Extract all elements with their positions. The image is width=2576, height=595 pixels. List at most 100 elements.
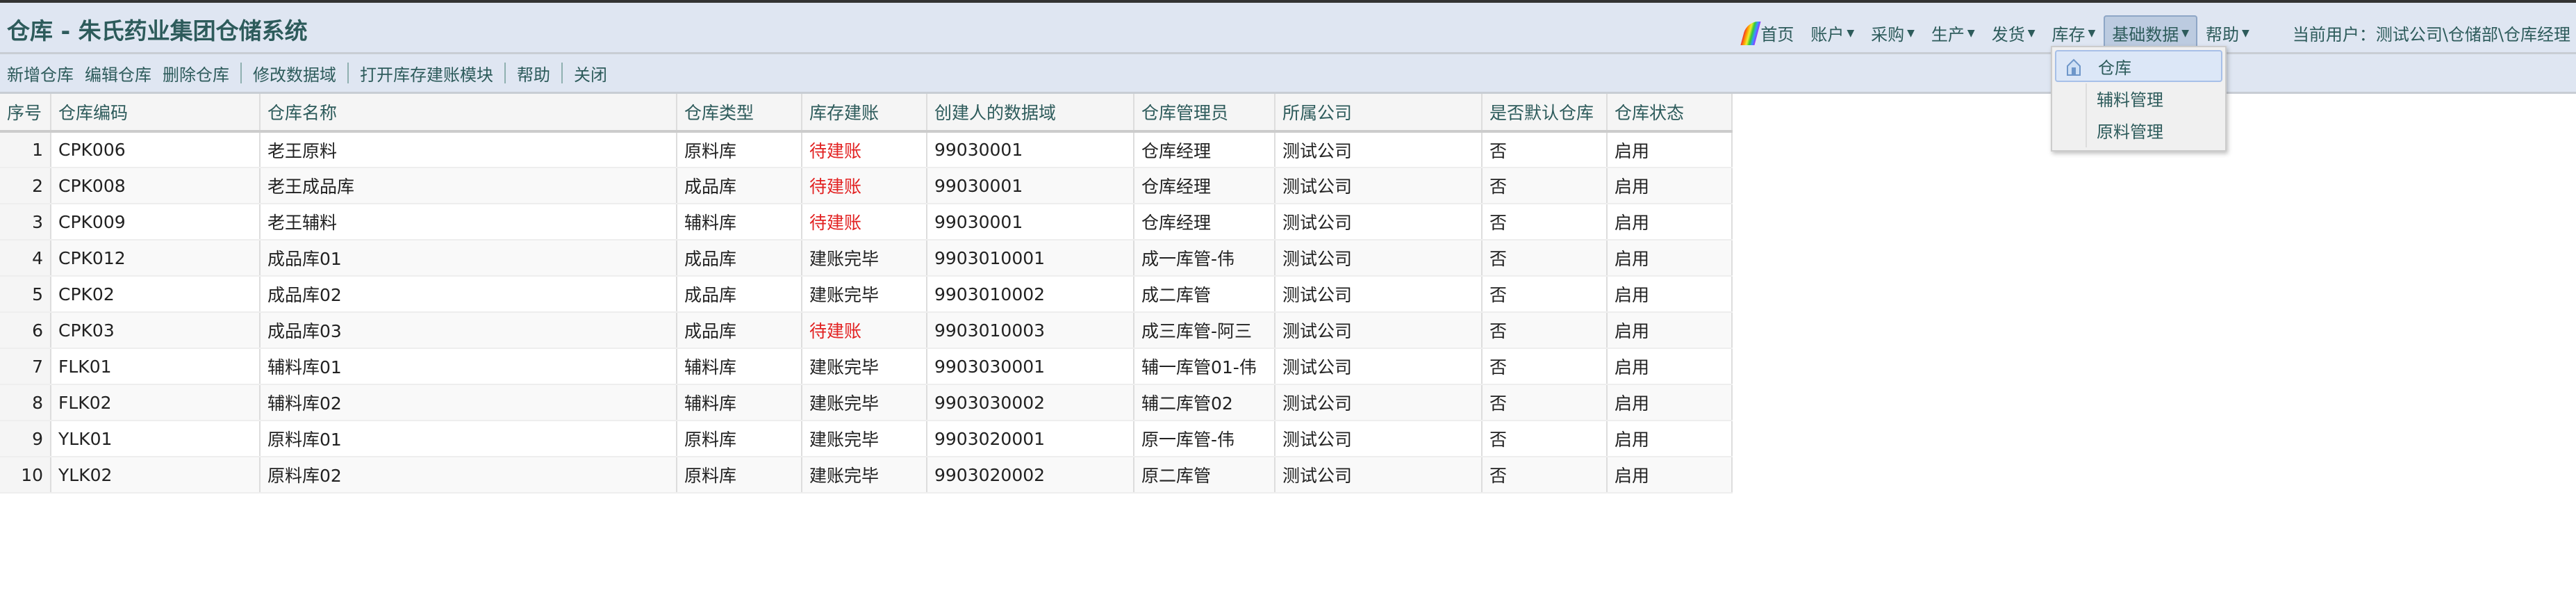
table-row[interactable]: 4 CPK012 成品库01 成品库 建账完毕 9903010001 成一库管-伟 测试公司否… [0,240,1733,277]
table-cell: 原料库 [677,457,802,494]
dropdown-item-auxiliary[interactable]: 辅料管理 [2055,82,2222,114]
add-warehouse-button[interactable]: 新增仓库 [7,65,74,85]
column-header[interactable]: 所属公司 [1275,94,1483,133]
table-cell: 待建账 [802,131,927,168]
table-cell: 待建账 [802,204,927,241]
help-button[interactable]: 帮助 [517,65,550,85]
table-row[interactable]: 5 CPK02 成品库02 成品库 建账完毕 9903010002 成二库管 测试公司否启用 [0,276,1733,313]
table-cell: 辅料库 [677,384,802,421]
menu-production[interactable]: 生产 ▼ [1923,15,1983,51]
table-cell: CPK008 [51,168,261,204]
column-header[interactable]: 仓库名称 [260,94,677,133]
column-header[interactable]: 仓库编码 [51,94,261,133]
table-row[interactable]: 2 CPK008 老王成品库 成品库 待建账 99030001 仓库经理 测试公司否启用 [0,168,1733,204]
table-cell: 成品库 [677,276,802,313]
table-cell: CPK009 [51,204,261,241]
table-cell: 启用 [1607,421,1733,457]
table-cell: 测试公司 [1275,276,1483,313]
table-cell: 测试公司 [1275,131,1483,168]
table-cell: 否 [1482,384,1608,421]
menu-shipping[interactable]: 发货 ▼ [1983,15,2044,51]
column-header[interactable]: 库存建账 [802,94,927,133]
table-cell: 99030001 [927,168,1134,204]
menu-label: 账户 [1810,25,1844,44]
edit-warehouse-button[interactable]: 编辑仓库 [85,65,151,85]
table-cell: 测试公司 [1275,421,1483,457]
table-cell: 否 [1482,168,1608,204]
menu-account[interactable]: 账户 ▼ [1802,15,1863,51]
table-cell: 成品库03 [260,312,677,349]
menu-label: 库存 [2051,25,2086,44]
table-row[interactable]: 3 CPK009 老王辅料 辅料库 待建账 99030001 仓库经理 测试公司否启用 [0,204,1733,241]
table-cell: 成三库管-阿三 [1134,312,1275,349]
column-header[interactable]: 仓库类型 [677,94,802,133]
table-cell: 否 [1482,276,1608,313]
menu-label: 采购 [1871,25,1905,44]
row-number: 7 [0,348,51,385]
table-cell: 启用 [1607,348,1733,385]
column-header[interactable]: 创建人的数据域 [927,94,1134,133]
dropdown-item-warehouse[interactable]: 仓库 [2055,50,2222,82]
title-bar: 仓库 - 朱氏药业集团仓储系统 首页 账户 ▼ 采购 ▼ 生产 ▼ 发货 ▼ 库存 ▼ 基… [0,0,2576,54]
dropdown-label: 仓库 [2098,58,2131,78]
table-cell: 原料库 [677,131,802,168]
table-cell: 辅料库02 [260,384,677,421]
delete-warehouse-button[interactable]: 删除仓库 [163,65,229,85]
table-row[interactable]: 10 YLK02 原料库02 原料库 建账完毕 9903020002 原二库管 测试公司否启用 [0,457,1733,494]
table-cell: 原二库管 [1134,457,1275,494]
table-cell: 仓库经理 [1134,131,1275,168]
close-button[interactable]: 关闭 [574,65,607,85]
page-title: 仓库 - 朱氏药业集团仓储系统 [7,17,308,44]
table-cell: CPK012 [51,240,261,277]
table-cell: 成品库 [677,168,802,204]
table-cell: 老王成品库 [260,168,677,204]
column-header[interactable]: 是否默认仓库 [1482,94,1608,133]
table-header: 序号 仓库编码 仓库名称 仓库类型 库存建账 创建人的数据域 仓库管理员 所属公司 是否默认仓库… [0,94,1733,133]
table-cell: 9903010003 [927,312,1134,349]
table-row[interactable]: 6 CPK03 成品库03 成品库 待建账 9903010003 成三库管-阿三 测试公司否启… [0,312,1733,349]
table-cell: 仓库经理 [1134,168,1275,204]
table-row[interactable]: 8 FLK02 辅料库02 辅料库 建账完毕 9903030002 辅二库管02 测试公司否启… [0,384,1733,421]
table-cell: FLK01 [51,348,261,385]
table-row[interactable]: 9 YLK01 原料库01 原料库 建账完毕 9903020001 原一库管-伟 测试公司否启… [0,421,1733,457]
table-cell: 待建账 [802,168,927,204]
table-cell: 启用 [1607,276,1733,313]
dropdown-item-raw-material[interactable]: 原料管理 [2055,114,2222,146]
dropdown-label: 辅料管理 [2097,90,2163,110]
row-number: 5 [0,276,51,313]
table-cell: 否 [1482,457,1608,494]
table-cell: 否 [1482,204,1608,241]
divider [2086,83,2087,147]
caret-down-icon: ▼ [1967,27,1975,39]
current-user: 当前用户：测试公司\仓储部\仓库经理 [2292,25,2570,44]
menu-home[interactable]: 首页 [1735,15,1802,51]
menu-purchase[interactable]: 采购 ▼ [1863,15,1923,51]
table-cell: 否 [1482,131,1608,168]
table-cell: 启用 [1607,240,1733,277]
table-cell: 老王辅料 [260,204,677,241]
table-cell: 测试公司 [1275,312,1483,349]
column-header[interactable]: 序号 [0,94,51,133]
open-inventory-setup-button[interactable]: 打开库存建账模块 [360,65,493,85]
table-cell: 建账完毕 [802,421,927,457]
table-cell: 辅料库01 [260,348,677,385]
column-header[interactable]: 仓库管理员 [1134,94,1275,133]
table-cell: 测试公司 [1275,384,1483,421]
table-cell: 测试公司 [1275,204,1483,241]
table-cell: 9903010001 [927,240,1134,277]
table-cell: FLK02 [51,384,261,421]
menu-inventory[interactable]: 库存 ▼ [2043,15,2104,51]
table-cell: 原料库01 [260,421,677,457]
column-header[interactable]: 仓库状态 [1607,94,1733,133]
table-cell: 测试公司 [1275,168,1483,204]
main-menu: 首页 账户 ▼ 采购 ▼ 生产 ▼ 发货 ▼ 库存 ▼ 基础数据 ▼ 帮助 ▼ 当前用户：测试… [1735,15,2570,51]
table-cell: 成一库管-伟 [1134,240,1275,277]
edit-data-domain-button[interactable]: 修改数据域 [253,65,336,85]
table-row[interactable]: 7 FLK01 辅料库01 辅料库 建账完毕 9903030001 辅一库管01-伟 测试公司… [0,348,1733,385]
table-row[interactable]: 1 CPK006 老王原料 原料库 待建账 99030001 仓库经理 测试公司否启用 [0,131,1733,168]
menu-help[interactable]: 帮助 ▼ [2197,15,2258,51]
basic-data-dropdown: 仓库 辅料管理 原料管理 [2051,46,2227,152]
table-cell: 9903030001 [927,348,1134,385]
table-cell: 老王原料 [260,131,677,168]
table-cell: 启用 [1607,384,1733,421]
